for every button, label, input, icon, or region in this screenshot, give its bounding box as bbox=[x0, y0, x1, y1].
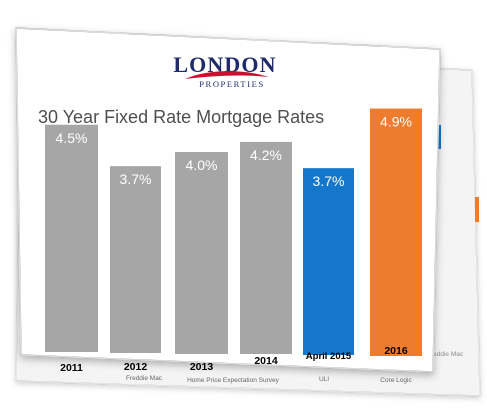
category-label-2013: 2013 bbox=[190, 361, 214, 373]
ticks-layer: 2011 2012 2013 2014 April 2015 2016 bbox=[60, 345, 408, 374]
value-label-6: 4.9% bbox=[380, 114, 412, 130]
bar-2012 bbox=[110, 166, 161, 353]
category-label-2014: 2014 bbox=[254, 355, 278, 367]
back-label-4: Core Logic bbox=[380, 377, 412, 384]
logo: LONDON PROPERTIES bbox=[173, 52, 275, 89]
logo-subtext: PROPERTIES bbox=[199, 79, 265, 89]
bar-2013 bbox=[175, 152, 228, 354]
value-label-4: 4.2% bbox=[250, 147, 282, 163]
back-label-3: ULI bbox=[319, 376, 329, 383]
category-label-april-2015: April 2015 bbox=[306, 351, 352, 362]
bar-2016 bbox=[370, 108, 422, 356]
category-label-2012: 2012 bbox=[124, 361, 148, 373]
bar-2011 bbox=[45, 124, 98, 352]
bar-2014 bbox=[240, 141, 292, 354]
bar-april-2015 bbox=[303, 168, 354, 355]
value-label-5: 3.7% bbox=[313, 173, 345, 189]
value-label-1: 4.5% bbox=[56, 130, 88, 146]
logo-swoosh bbox=[185, 71, 269, 79]
bars-layer: 4.5% 3.7% 4.0% 4.2% 3.7% 4.9% bbox=[45, 108, 422, 356]
chart-title: 30 Year Fixed Rate Mortgage Rates bbox=[38, 107, 324, 127]
back-label-1: Freddie Mac bbox=[126, 375, 163, 382]
back-corner-label: Freddie Mac bbox=[427, 351, 464, 358]
front-sheet: LONDON PROPERTIES 30 Year Fixed Rate Mor… bbox=[15, 27, 441, 374]
value-label-2: 3.7% bbox=[120, 171, 152, 187]
category-label-2016: 2016 bbox=[384, 345, 408, 357]
category-label-2011: 2011 bbox=[60, 362, 83, 374]
back-label-2: Home Price Expectation Survey bbox=[187, 377, 280, 384]
value-label-3: 4.0% bbox=[186, 157, 218, 173]
